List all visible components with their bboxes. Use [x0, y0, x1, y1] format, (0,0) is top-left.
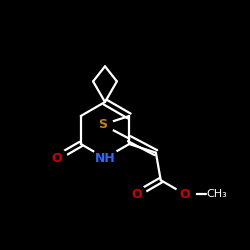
Text: CH₃: CH₃ [206, 189, 227, 199]
Text: S: S [98, 118, 107, 131]
Text: NH: NH [94, 152, 116, 164]
Text: O: O [180, 188, 190, 201]
Text: O: O [131, 188, 142, 201]
Text: O: O [51, 152, 62, 164]
